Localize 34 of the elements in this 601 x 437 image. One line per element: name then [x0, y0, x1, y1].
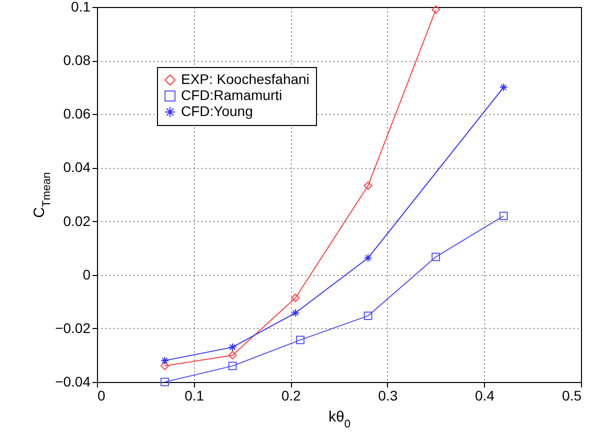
- legend-label: CFD:Ramamurti: [181, 87, 282, 103]
- x-axis-title: kθ$_{0}$: [328, 408, 351, 430]
- y-tick-label: 0.04: [63, 159, 91, 176]
- point: [432, 5, 440, 14]
- legend-label: CFD:Young: [181, 103, 253, 119]
- point: [160, 362, 169, 370]
- x-tick-label: 0.1: [184, 388, 204, 404]
- y-tick-label: 0.02: [63, 212, 91, 229]
- point: [291, 294, 300, 302]
- point: [432, 252, 440, 262]
- x-tick-label: 0.3: [378, 388, 398, 404]
- point: [291, 308, 300, 318]
- x-tick-label: 0.2: [281, 388, 302, 404]
- y-tick-label: 0.06: [63, 106, 91, 122]
- y-tick-label: 0: [82, 266, 91, 282]
- x-tick-label: 0: [98, 388, 106, 404]
- x-tick-label: 0.5: [562, 388, 582, 404]
- y-tick-label: 0.1: [71, 0, 91, 14]
- point: [499, 83, 508, 92]
- x-tick-label: 0.4: [474, 388, 495, 404]
- point: [364, 181, 372, 190]
- point: [364, 312, 372, 320]
- point: [364, 254, 372, 262]
- y-tick-label: −0.04: [55, 374, 91, 390]
- point: [296, 336, 304, 344]
- point: [160, 378, 169, 386]
- y-tick-label: 0.08: [63, 52, 91, 68]
- point: [499, 212, 508, 220]
- y-tick-label: −0.02: [55, 320, 91, 336]
- point: [160, 356, 169, 365]
- point: [228, 342, 237, 352]
- point: [228, 351, 237, 360]
- point: [228, 362, 237, 370]
- legend-label: EXP: Koochesfahani: [181, 71, 310, 87]
